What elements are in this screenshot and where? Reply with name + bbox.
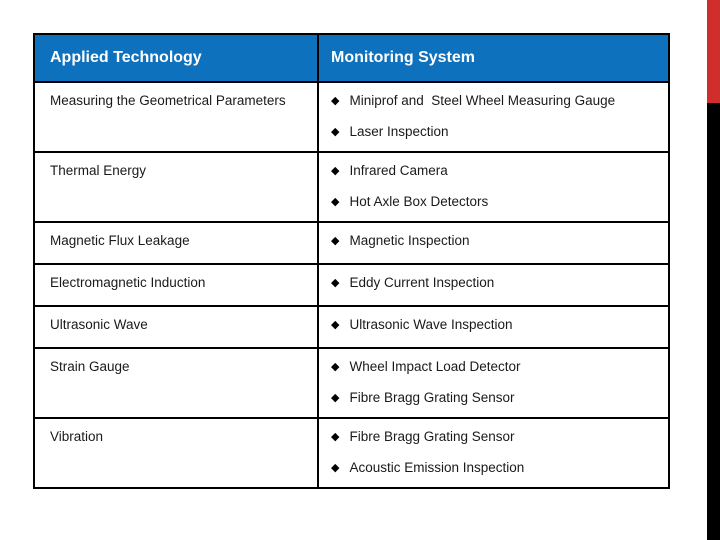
table-row: Measuring the Geometrical Parameters ◆ Mi… [35,81,668,151]
system-item: ◆ Fibre Bragg Grating Sensor [331,388,658,409]
table-header-row: Applied Technology Monitoring System [35,35,668,81]
diamond-bullet-icon: ◆ [331,196,340,208]
systems-cell: ◆ Wheel Impact Load Detector ◆ Fibre Bragg … [317,349,668,417]
table-row: Electromagnetic Induction ◆ Eddy Current … [35,263,668,305]
system-item: ◆ Fibre Bragg Grating Sensor [331,427,658,448]
systems-cell: ◆ Eddy Current Inspection [317,265,668,305]
header-cell-applied-technology: Applied Technology [50,49,202,66]
system-label: Fibre Bragg Grating Sensor [349,429,515,444]
diamond-bullet-icon: ◆ [331,462,340,474]
systems-cell: ◆ Magnetic Inspection [317,223,668,263]
diamond-bullet-icon: ◆ [331,431,340,443]
system-item: ◆ Acoustic Emission Inspection [331,458,658,479]
table-row: Ultrasonic Wave ◆ Ultrasonic Wave Inspect… [35,305,668,347]
system-item: ◆ Magnetic Inspection [331,231,658,252]
table-row: Magnetic Flux Leakage ◆ Magnetic Inspecti… [35,221,668,263]
diamond-bullet-icon: ◆ [331,165,340,177]
systems-cell: ◆ Fibre Bragg Grating Sensor ◆ Acoustic Emi… [317,419,668,487]
technology-monitoring-table: Applied Technology Monitoring System Mea… [33,33,670,489]
diamond-bullet-icon: ◆ [331,361,340,373]
slide-edge-accent [707,0,720,540]
header-cell-monitoring-system: Monitoring System [317,35,668,81]
diamond-bullet-icon: ◆ [331,319,340,331]
system-item: ◆ Hot Axle Box Detectors [331,192,658,213]
table-row: Vibration ◆ Fibre Bragg Grating Sensor ◆ Ac… [35,417,668,487]
technology-cell: Strain Gauge [50,359,130,374]
system-item: ◆ Ultrasonic Wave Inspection [331,315,658,336]
system-item: ◆ Laser Inspection [331,122,658,143]
diamond-bullet-icon: ◆ [331,277,340,289]
system-label: Fibre Bragg Grating Sensor [349,390,515,405]
system-label: Miniprof and Steel Wheel Measuring Gauge [349,93,616,108]
systems-cell: ◆ Miniprof and Steel Wheel Measuring Gaug… [317,83,668,151]
system-label: Laser Inspection [349,124,449,139]
diamond-bullet-icon: ◆ [331,126,340,138]
system-label: Magnetic Inspection [349,233,470,248]
system-label: Eddy Current Inspection [349,275,495,290]
system-item: ◆ Miniprof and Steel Wheel Measuring Gaug… [331,91,658,112]
technology-cell: Thermal Energy [50,163,147,178]
system-label: Hot Axle Box Detectors [349,194,489,209]
technology-cell: Vibration [50,429,104,444]
diamond-bullet-icon: ◆ [331,235,340,247]
diamond-bullet-icon: ◆ [331,95,340,107]
table-row: Strain Gauge ◆ Wheel Impact Load Detector… [35,347,668,417]
system-label: Wheel Impact Load Detector [349,359,521,374]
edge-accent-red [707,0,720,103]
system-item: ◆ Infrared Camera [331,161,658,182]
system-label: Ultrasonic Wave Inspection [349,317,513,332]
edge-accent-black [707,103,720,540]
technology-cell: Electromagnetic Induction [50,275,206,290]
systems-cell: ◆ Ultrasonic Wave Inspection [317,307,668,347]
system-label: Acoustic Emission Inspection [349,460,525,475]
system-label: Infrared Camera [349,163,448,178]
table-row: Thermal Energy ◆ Infrared Camera ◆ Hot Axle… [35,151,668,221]
systems-cell: ◆ Infrared Camera ◆ Hot Axle Box Detectors [317,153,668,221]
system-item: ◆ Wheel Impact Load Detector [331,357,658,378]
technology-cell: Ultrasonic Wave [50,317,148,332]
technology-cell: Measuring the Geometrical Parameters [50,93,286,108]
system-item: ◆ Eddy Current Inspection [331,273,658,294]
technology-cell: Magnetic Flux Leakage [50,233,190,248]
diamond-bullet-icon: ◆ [331,392,340,404]
